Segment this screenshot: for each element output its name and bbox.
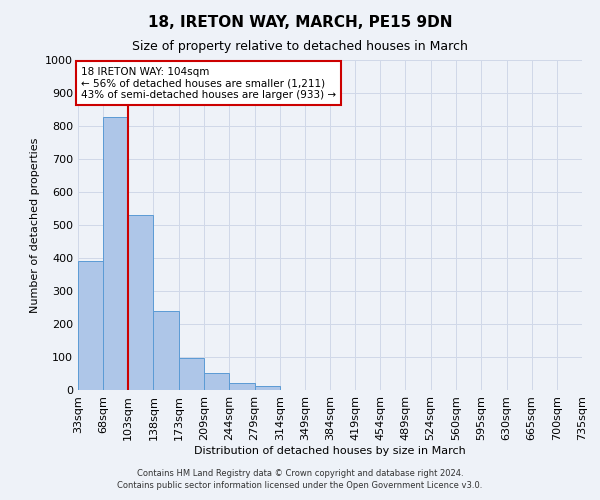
Bar xyxy=(179,358,205,390)
X-axis label: Distribution of detached houses by size in March: Distribution of detached houses by size … xyxy=(194,446,466,456)
Bar xyxy=(154,311,179,390)
Text: 18 IRETON WAY: 104sqm
← 56% of detached houses are smaller (1,211)
43% of semi-d: 18 IRETON WAY: 104sqm ← 56% of detached … xyxy=(81,66,336,100)
Text: Size of property relative to detached houses in March: Size of property relative to detached ho… xyxy=(132,40,468,53)
Bar xyxy=(229,382,254,390)
Bar xyxy=(254,386,280,390)
Bar xyxy=(205,373,229,390)
Bar xyxy=(78,262,103,390)
Bar xyxy=(103,117,128,390)
Y-axis label: Number of detached properties: Number of detached properties xyxy=(29,138,40,312)
Text: 18, IRETON WAY, MARCH, PE15 9DN: 18, IRETON WAY, MARCH, PE15 9DN xyxy=(148,15,452,30)
Text: Contains HM Land Registry data © Crown copyright and database right 2024.
Contai: Contains HM Land Registry data © Crown c… xyxy=(118,468,482,490)
Bar xyxy=(128,215,154,390)
